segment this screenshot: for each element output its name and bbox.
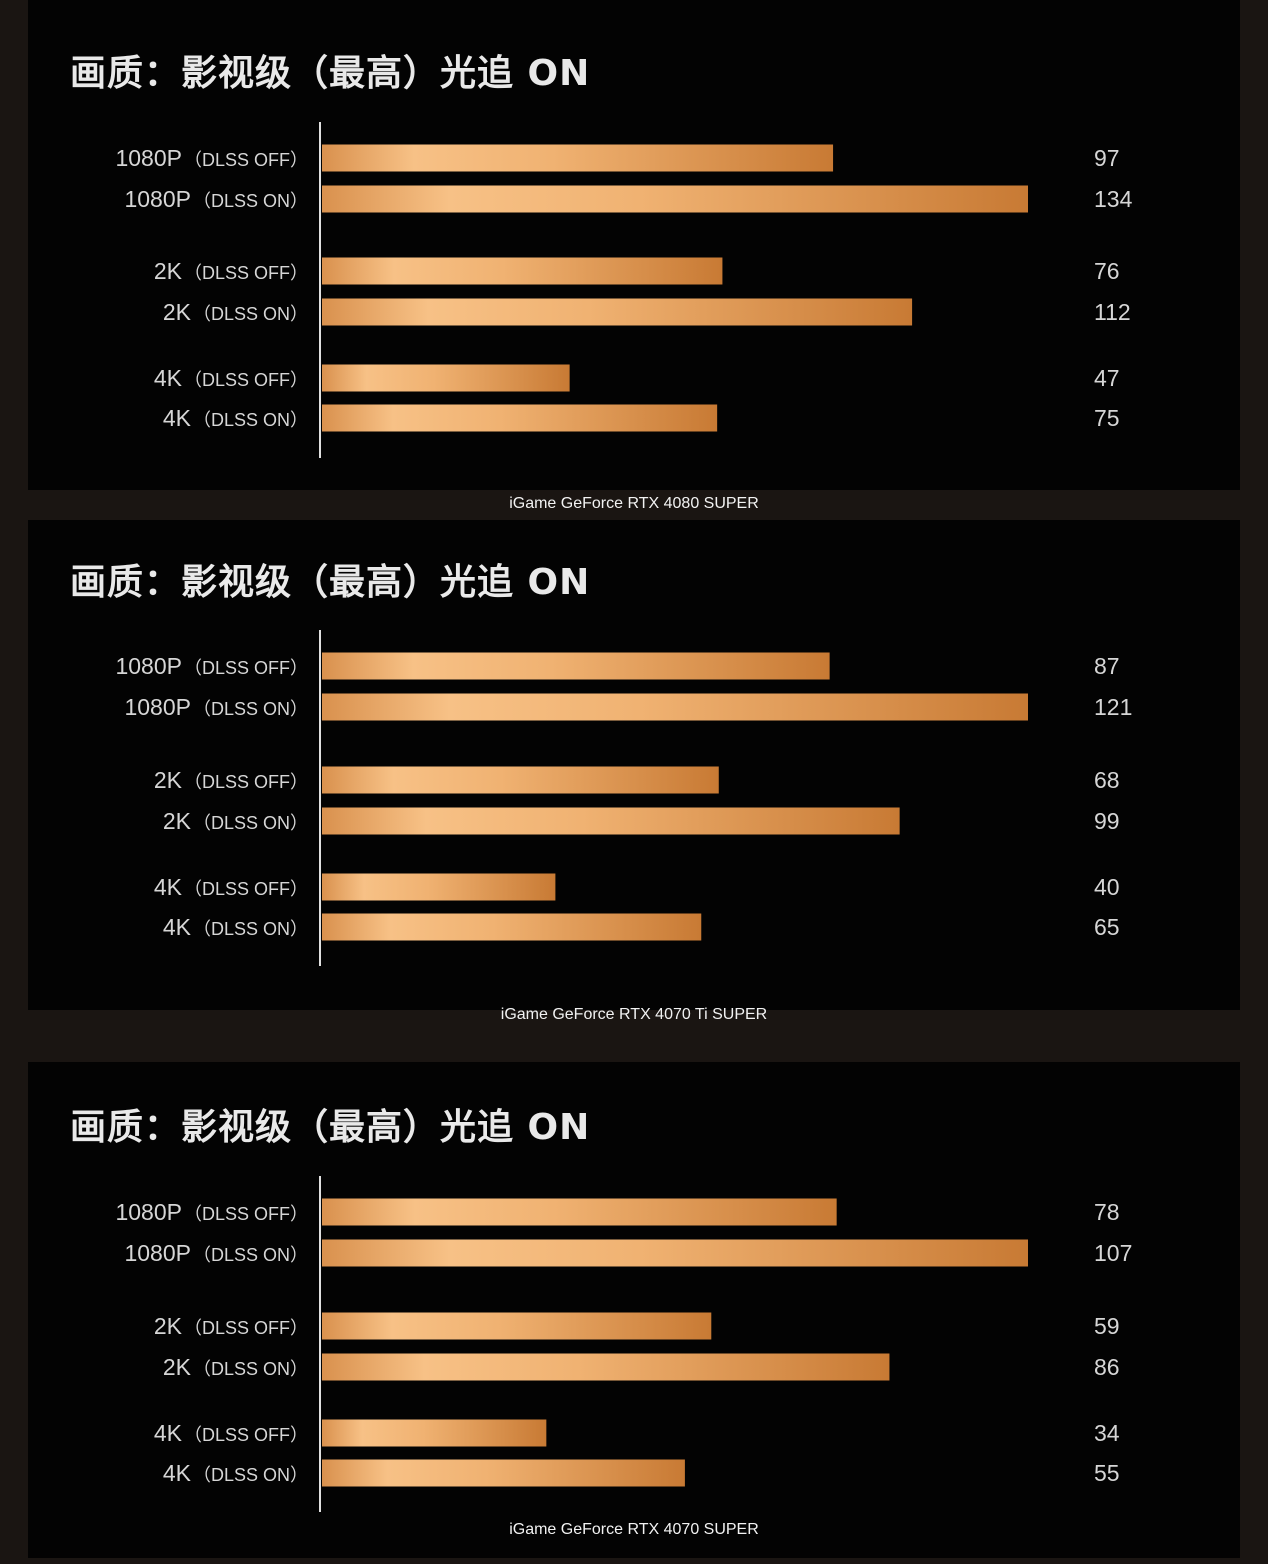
bar-chart-1: 1080P （DLSS OFF） 97 1080P （DLSS ON） 134 2K （DLS…	[115, 122, 1133, 458]
category-label: 4K （DLSS OFF）	[154, 1420, 308, 1446]
value-label: 134	[1094, 186, 1133, 212]
value-label: 55	[1094, 1460, 1120, 1486]
category-label: 1080P （DLSS OFF）	[115, 653, 308, 679]
bar	[322, 364, 570, 392]
bar	[322, 298, 913, 326]
category-label: 4K （DLSS ON）	[163, 1460, 308, 1486]
category-label: 1080P （DLSS OFF）	[115, 1199, 308, 1225]
chart-panel-1: 画质：影视级（最高）光追 ON 1080P （DLSS OFF） 97 1080P （D…	[28, 0, 1240, 490]
value-label: 112	[1094, 299, 1131, 325]
category-label: 4K （DLSS ON）	[163, 914, 308, 940]
category-label: 1080P （DLSS OFF）	[115, 145, 308, 171]
value-label: 59	[1094, 1313, 1120, 1339]
chart-caption-1: iGame GeForce RTX 4080 SUPER	[509, 495, 759, 512]
bar	[322, 913, 702, 941]
bar	[322, 1198, 837, 1226]
chart-caption-3: iGame GeForce RTX 4070 SUPER	[509, 1521, 759, 1538]
chart-panel-3: 画质：影视级（最高）光追 ON 1080P （DLSS OFF） 78 1080P （D…	[28, 1062, 1240, 1558]
value-label: 78	[1094, 1199, 1120, 1225]
bar	[322, 873, 556, 901]
bar	[322, 1459, 685, 1487]
bar-chart-2: 1080P （DLSS OFF） 87 1080P （DLSS ON） 121 2K （DLS…	[115, 630, 1132, 966]
value-label: 87	[1094, 653, 1120, 679]
category-label: 2K （DLSS ON）	[163, 808, 308, 834]
value-label: 68	[1094, 767, 1120, 793]
chart-title-2: 画质：影视级（最高）光追 ON	[70, 562, 591, 603]
bar	[322, 766, 719, 794]
category-label: 1080P （DLSS ON）	[124, 186, 308, 212]
value-label: 65	[1094, 914, 1120, 940]
chart-caption-2: iGame GeForce RTX 4070 Ti SUPER	[500, 1006, 768, 1023]
bar	[322, 807, 900, 835]
bar	[322, 1312, 712, 1340]
value-label: 34	[1094, 1420, 1120, 1446]
category-label: 1080P （DLSS ON）	[124, 694, 308, 720]
value-label: 47	[1094, 365, 1120, 391]
value-label: 99	[1094, 808, 1120, 834]
category-label: 4K （DLSS ON）	[163, 405, 308, 431]
category-label: 1080P （DLSS ON）	[124, 1240, 308, 1266]
chart-title-3: 画质：影视级（最高）光追 ON	[70, 1107, 591, 1148]
bar	[322, 1419, 547, 1447]
chart-title-1: 画质：影视级（最高）光追 ON	[70, 53, 591, 94]
bar	[322, 257, 723, 285]
value-label: 121	[1094, 694, 1132, 720]
bar	[322, 652, 830, 680]
bar	[322, 144, 834, 172]
category-label: 2K （DLSS OFF）	[154, 767, 308, 793]
value-label: 86	[1094, 1354, 1120, 1380]
bar	[322, 693, 1028, 721]
value-label: 75	[1094, 405, 1120, 431]
value-label: 107	[1094, 1240, 1132, 1266]
value-label: 76	[1094, 258, 1120, 284]
value-label: 97	[1094, 145, 1120, 171]
category-label: 4K （DLSS OFF）	[154, 365, 308, 391]
bar	[322, 404, 718, 432]
category-label: 2K （DLSS ON）	[163, 1354, 308, 1380]
bar	[322, 1353, 890, 1381]
chart-panel-2: 画质：影视级（最高）光追 ON 1080P （DLSS OFF） 87 1080P （D…	[28, 520, 1240, 1010]
bar-chart-3: 1080P （DLSS OFF） 78 1080P （DLSS ON） 107 2K （DLS…	[115, 1176, 1132, 1512]
category-label: 2K （DLSS OFF）	[154, 1313, 308, 1339]
bar	[322, 1239, 1028, 1267]
category-label: 2K （DLSS OFF）	[154, 258, 308, 284]
bar	[322, 185, 1028, 213]
category-label: 4K （DLSS OFF）	[154, 874, 308, 900]
value-label: 40	[1094, 874, 1120, 900]
category-label: 2K （DLSS ON）	[163, 299, 308, 325]
